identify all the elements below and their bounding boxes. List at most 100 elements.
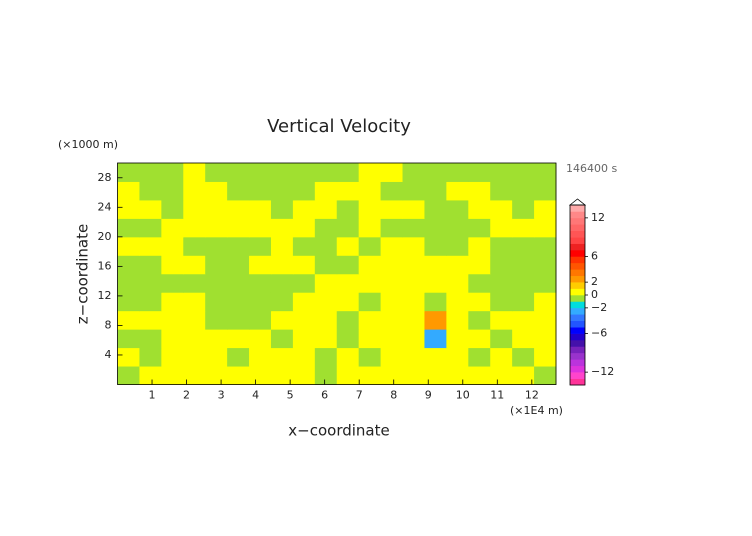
colorbar-label: −6: [591, 327, 607, 340]
contour-cell: [292, 329, 316, 349]
colorbar-swatch: [570, 224, 585, 232]
colorbar-label: 2: [591, 275, 598, 288]
contour-cell: [292, 347, 316, 367]
colorbar-swatch: [570, 256, 585, 264]
contour-cell: [270, 366, 294, 385]
contour-cell: [446, 273, 469, 293]
contour-cell: [139, 329, 162, 349]
y-axis-label: z−coordinate: [74, 224, 92, 324]
contour-cell: [161, 273, 184, 293]
contour-cell: [227, 236, 250, 256]
contour-cell: [490, 347, 513, 367]
contour-cell: [183, 310, 206, 330]
contour-cell: [512, 292, 535, 312]
contour-cell: [270, 163, 294, 182]
contour-cell: [336, 292, 360, 312]
contour-cell: [336, 181, 360, 201]
contour-cell: [402, 310, 425, 330]
contour-cell: [512, 199, 535, 219]
contour-cell: [161, 255, 184, 275]
contour-cell: [205, 181, 228, 201]
contour-cell: [270, 181, 294, 201]
x-tick-label: 4: [252, 389, 259, 402]
contour-cell: [117, 199, 140, 219]
time-label: 146400 s: [566, 162, 617, 175]
contour-cell: [534, 163, 557, 182]
contour-cell: [446, 347, 469, 367]
contour-cell: [402, 329, 425, 349]
contour-cell: [139, 255, 162, 275]
contour-cell: [161, 310, 184, 330]
colorbar-swatch: [570, 269, 585, 277]
contour-cell: [512, 218, 535, 238]
contour-cell: [249, 329, 272, 349]
contour-cell: [270, 199, 294, 219]
x-tick-label: 12: [525, 389, 539, 402]
contour-cell: [161, 292, 184, 312]
contour-cell: [161, 163, 184, 182]
contour-cell: [512, 273, 535, 293]
contour-cell: [249, 181, 272, 201]
contour-cell: [402, 292, 425, 312]
colorbar-swatch: [570, 340, 585, 347]
contour-cell: [336, 255, 360, 275]
contour-cell: [512, 236, 535, 256]
contour-cell: [380, 366, 404, 385]
contour-cell: [512, 310, 535, 330]
contour-cell: [468, 181, 491, 201]
x-tick-label: 9: [425, 389, 432, 402]
colorbar-swatch: [570, 262, 585, 270]
x-tick-label: 2: [183, 389, 190, 402]
contour-cell: [292, 366, 316, 385]
contour-cell: [424, 273, 447, 293]
colorbar-label: 12: [591, 211, 605, 224]
contour-cell: [490, 273, 513, 293]
contour-cell: [249, 310, 272, 330]
contour-cell: [161, 199, 184, 219]
contour-cell: [314, 199, 338, 219]
contour-cell: [336, 163, 360, 182]
contour-cell: [424, 255, 447, 275]
contour-cell: [292, 236, 316, 256]
contour-cell: [314, 310, 338, 330]
chart-title: Vertical Velocity: [267, 116, 411, 137]
contour-cell: [227, 310, 250, 330]
contour-cell: [227, 255, 250, 275]
contour-cell: [534, 292, 557, 312]
contour-cell: [446, 199, 469, 219]
contour-cell: [534, 273, 557, 293]
contour-cell: [314, 347, 338, 367]
y-tick-label: 20: [98, 230, 112, 243]
contour-cell: [117, 236, 140, 256]
contour-cell: [424, 292, 447, 312]
contour-cell: [468, 255, 491, 275]
colorbar-swatch: [570, 243, 585, 251]
contour-cell: [446, 163, 469, 182]
contour-cell: [270, 347, 294, 367]
contour-cell: [424, 181, 447, 201]
contour-cell: [446, 292, 469, 312]
colorbar-swatch: [570, 307, 585, 315]
contour-cell: [380, 329, 404, 349]
contour-cell: [117, 292, 140, 312]
contour-cell: [161, 181, 184, 201]
colorbar-swatch: [570, 205, 585, 212]
colorbar-swatch: [570, 365, 585, 373]
contour-cell: [270, 273, 294, 293]
colorbar-swatch: [570, 333, 585, 341]
colorbar-swatch: [570, 320, 585, 328]
contour-cell: [380, 163, 404, 182]
contour-cell: [161, 329, 184, 349]
contour-cell: [512, 163, 535, 182]
x-tick-label: 1: [149, 389, 156, 402]
contour-cell: [402, 366, 425, 385]
contour-cell: [227, 199, 250, 219]
contour-cell: [139, 236, 162, 256]
y-tick-label: 16: [98, 259, 112, 272]
contour-cell: [358, 218, 382, 238]
contour-cell: [249, 199, 272, 219]
contour-cell: [512, 255, 535, 275]
contour-cell: [270, 218, 294, 238]
x-unit: (×1E4 m): [510, 404, 563, 417]
